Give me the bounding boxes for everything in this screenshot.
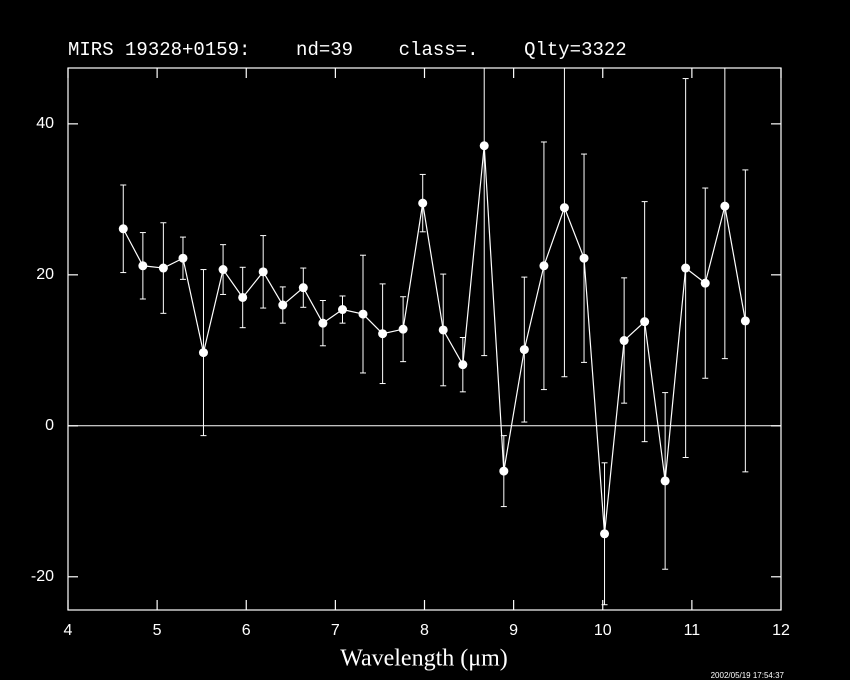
y-tick-label: 40 (36, 115, 54, 132)
x-tick-label: 6 (242, 622, 251, 639)
data-point (660, 476, 670, 486)
data-point (338, 305, 348, 315)
data-point (118, 224, 128, 234)
data-point (298, 283, 308, 293)
data-point (278, 300, 288, 310)
data-point (579, 253, 589, 263)
data-point (479, 141, 489, 151)
data-point (378, 329, 388, 339)
y-tick-label: 20 (36, 266, 54, 283)
x-tick-label: 8 (420, 622, 429, 639)
data-point (458, 360, 468, 370)
x-tick-label: 9 (509, 622, 518, 639)
y-tick-label: -20 (31, 568, 54, 585)
data-point (258, 267, 268, 277)
timestamp: 2002/05/19 17:54:37 (711, 671, 785, 680)
data-point (438, 325, 448, 335)
x-tick-label: 10 (594, 622, 612, 639)
x-tick-label: 4 (64, 622, 73, 639)
x-axis-label: Wavelength (μm) (340, 646, 508, 672)
data-point (600, 529, 610, 539)
data-point (619, 336, 629, 346)
data-point (499, 466, 509, 476)
data-point (640, 317, 650, 327)
data-point (178, 253, 188, 263)
data-point (398, 324, 408, 334)
data-point (218, 265, 228, 275)
data-point (720, 201, 730, 211)
data-point (559, 203, 569, 213)
x-tick-label: 12 (772, 622, 790, 639)
data-point (138, 261, 148, 271)
plot-area (68, 68, 781, 606)
data-line (122, 145, 746, 534)
x-tick-label: 7 (331, 622, 340, 639)
data-point (198, 348, 208, 358)
data-point (519, 345, 529, 355)
data-point (700, 278, 710, 288)
y-tick-label: 0 (45, 417, 54, 434)
chart-title: MIRS 19328+0159: nd=39 class=. Qlty=3322 (68, 39, 627, 61)
data-point (539, 261, 549, 271)
data-point (740, 316, 750, 326)
x-tick-label: 11 (684, 622, 701, 639)
data-point (681, 263, 691, 273)
data-point (358, 309, 368, 319)
data-point (238, 292, 248, 302)
data-point (318, 318, 328, 328)
plot-frame (67, 67, 782, 611)
data-point (158, 263, 168, 273)
x-tick-label: 5 (153, 622, 162, 639)
data-point (418, 198, 428, 208)
